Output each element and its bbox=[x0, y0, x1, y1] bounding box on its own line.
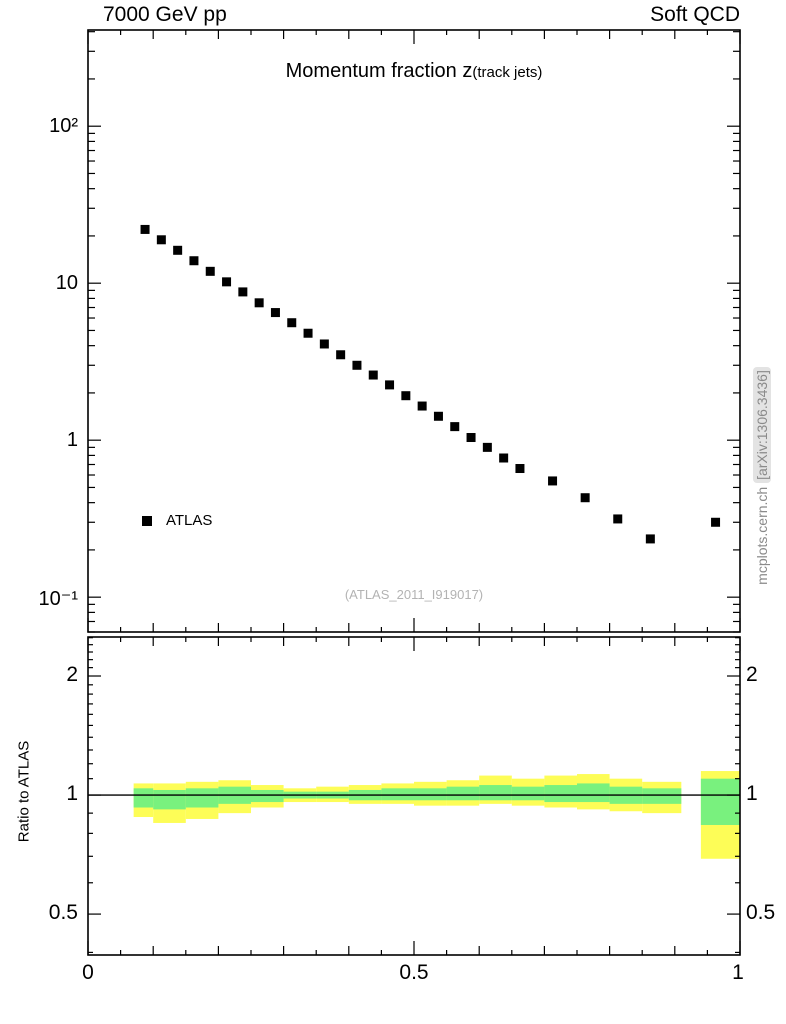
data-point-atlas bbox=[385, 380, 395, 390]
main-panel-frame bbox=[87, 29, 741, 633]
data-point-atlas bbox=[189, 256, 199, 266]
band-stat-uncertainty bbox=[251, 789, 284, 803]
beam-label: 7000 GeV pp bbox=[103, 3, 227, 26]
data-point-atlas bbox=[352, 360, 362, 370]
legend-marker-atlas bbox=[142, 515, 152, 526]
data-point-atlas bbox=[287, 318, 297, 328]
main-ytick-label-10: 10 bbox=[55, 272, 78, 294]
xtick-label-0: 0 bbox=[82, 961, 94, 984]
band-stat-uncertainty bbox=[446, 786, 480, 801]
xtick-label-0p5: 0.5 bbox=[399, 961, 429, 984]
data-point-atlas bbox=[336, 350, 346, 360]
ratio-ytick-right-1: 1 bbox=[746, 782, 758, 805]
data-point-atlas bbox=[401, 391, 411, 401]
source-attribution-label: mcplots.cern.ch [arXiv:1306.3436] bbox=[753, 311, 771, 641]
band-stat-uncertainty bbox=[479, 785, 512, 801]
data-point-atlas bbox=[222, 277, 232, 287]
band-stat-uncertainty bbox=[544, 785, 577, 803]
data-point-atlas bbox=[417, 401, 427, 411]
ratio-ytick-left-0p5: 0.5 bbox=[48, 901, 78, 924]
data-point-atlas bbox=[580, 493, 590, 503]
main-ytick-label-100: 10² bbox=[49, 115, 78, 137]
ratio-ytick-right-0p5: 0.5 bbox=[746, 901, 776, 924]
band-stat-uncertainty bbox=[511, 786, 545, 801]
band-stat-uncertainty bbox=[414, 788, 447, 801]
data-point-atlas bbox=[156, 235, 166, 245]
band-stat-uncertainty bbox=[642, 788, 682, 804]
data-point-atlas bbox=[613, 514, 623, 524]
process-group-label: Soft QCD bbox=[650, 3, 740, 26]
arxiv-reference-label: [arXiv:1306.3436] bbox=[753, 367, 771, 483]
ratio-ytick-left-2: 2 bbox=[66, 663, 78, 686]
data-point-atlas bbox=[303, 328, 313, 338]
main-ytick-label-1: 1 bbox=[66, 429, 78, 451]
ratio-ytick-right-2: 2 bbox=[746, 663, 758, 686]
data-point-atlas bbox=[254, 298, 264, 308]
data-point-atlas bbox=[173, 245, 183, 255]
analysis-watermark: (ATLAS_2011_I919017) bbox=[344, 587, 484, 602]
data-point-atlas bbox=[319, 339, 329, 349]
band-stat-uncertainty bbox=[381, 788, 414, 801]
band-stat-uncertainty bbox=[133, 788, 154, 808]
mcplots-site-label: mcplots.cern.ch bbox=[754, 482, 770, 585]
data-point-atlas bbox=[548, 476, 558, 486]
band-stat-uncertainty bbox=[153, 789, 186, 810]
data-point-atlas bbox=[238, 287, 248, 297]
data-point-atlas bbox=[466, 433, 476, 443]
legend-label-atlas: ATLAS bbox=[166, 512, 213, 529]
data-point-atlas bbox=[711, 517, 721, 527]
main-ytick-label-0p1: 10⁻¹ bbox=[38, 588, 78, 610]
plot-title: Momentum fraction z(track jets) bbox=[88, 60, 740, 83]
data-point-atlas bbox=[270, 308, 280, 318]
data-point-atlas bbox=[499, 453, 509, 463]
xtick-label-1: 1 bbox=[732, 961, 744, 984]
legend: ATLAS bbox=[142, 512, 212, 529]
data-point-atlas bbox=[450, 422, 460, 432]
plot-title-main: Momentum fraction z bbox=[285, 60, 473, 82]
data-point-atlas bbox=[205, 266, 215, 276]
data-point-atlas bbox=[515, 464, 525, 474]
data-point-atlas bbox=[433, 411, 443, 421]
plot-title-suffix: (track jets) bbox=[472, 64, 543, 81]
data-point-atlas bbox=[140, 224, 150, 234]
data-point-atlas bbox=[645, 534, 655, 544]
data-point-atlas bbox=[482, 442, 492, 452]
ratio-ytick-left-1: 1 bbox=[66, 782, 78, 805]
data-point-atlas bbox=[368, 370, 378, 380]
band-stat-uncertainty bbox=[700, 778, 740, 825]
band-stat-uncertainty bbox=[577, 783, 610, 803]
band-stat-uncertainty bbox=[185, 788, 219, 808]
